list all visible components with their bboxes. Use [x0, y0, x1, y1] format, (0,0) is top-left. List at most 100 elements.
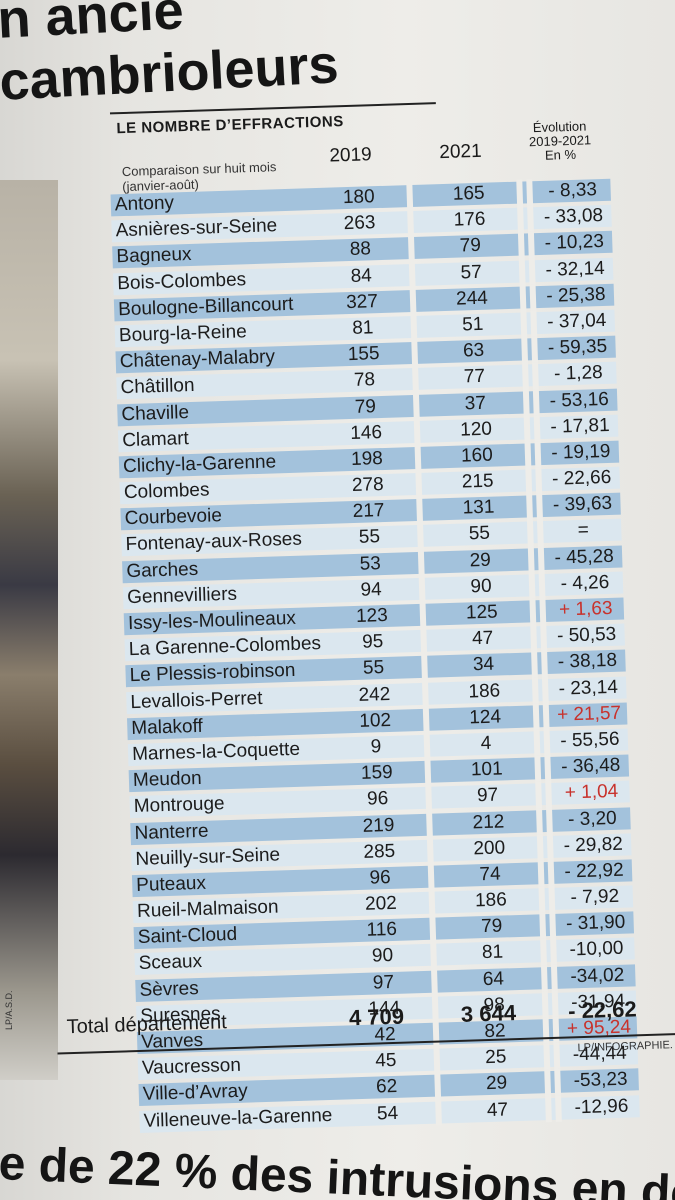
commune-name: Sèvres: [139, 977, 199, 1001]
value-2019: 263: [343, 212, 376, 235]
column-gap: [530, 310, 538, 337]
evolution-value: - 29,82: [563, 833, 624, 857]
commune-name: Clichy-la-Garenne: [122, 451, 277, 478]
value-2019: 327: [345, 290, 379, 313]
value-2019: 96: [369, 866, 392, 889]
commune-name: Bois-Colombes: [117, 268, 247, 294]
column-gap: [527, 205, 534, 232]
column-gap: [540, 624, 548, 651]
column-gap: [534, 755, 542, 782]
column-gap: [544, 1069, 552, 1096]
value-2021: 212: [472, 810, 505, 833]
column-gap: [516, 179, 524, 206]
column-gap: [528, 572, 536, 599]
column-gap: [522, 388, 530, 416]
total-evolution: - 22,62: [567, 996, 638, 1024]
value-2019: 97: [372, 971, 395, 994]
column-gap: [407, 235, 415, 262]
table-title: LE NOMBRE D’EFFRACTIONS: [116, 113, 344, 138]
column-gap: [526, 179, 534, 206]
evolution-value: - 50,53: [556, 623, 617, 647]
value-2019: 54: [376, 1102, 399, 1125]
value-2019: 90: [371, 945, 394, 968]
value-2021: 101: [470, 758, 503, 781]
value-2021: 90: [470, 575, 492, 598]
evolution-value: - 7,92: [570, 885, 620, 909]
value-2019: 96: [366, 788, 389, 810]
value-2019: 159: [360, 761, 394, 784]
column-gap: [427, 863, 435, 890]
evolution-value: - 25,38: [546, 283, 606, 307]
value-2019: 94: [360, 578, 382, 601]
value-2019: 95: [361, 631, 384, 653]
value-2019: 285: [363, 840, 396, 863]
commune-name: Antony: [114, 192, 175, 216]
column-gap: [554, 1069, 562, 1096]
value-2021: 51: [461, 313, 484, 336]
column-gap: [527, 545, 535, 573]
evolution-value: - 53,16: [549, 388, 610, 412]
value-2021: 200: [473, 837, 506, 860]
value-2021: 34: [472, 654, 495, 676]
value-2019: 84: [350, 264, 373, 287]
evolution-value: - 22,66: [551, 466, 612, 490]
evolution-header-line-3: En %: [544, 146, 577, 163]
column-gap: [421, 680, 429, 707]
column-gap: [409, 287, 417, 315]
column-gap: [528, 257, 536, 285]
commune-name: Marnes-la-Coquette: [131, 738, 301, 765]
commune-name: Puteaux: [135, 872, 207, 896]
value-2019: 219: [362, 814, 395, 837]
value-2021: 29: [469, 549, 492, 571]
column-gap: [536, 519, 544, 546]
value-2019: 242: [358, 683, 391, 706]
column-gap: [539, 597, 547, 625]
title-rule: [109, 102, 436, 115]
column-header-2019: 2019: [329, 144, 373, 167]
value-2021: 97: [476, 784, 499, 807]
commune-name: Montrouge: [133, 793, 225, 818]
column-gap: [407, 209, 414, 236]
column-gap: [553, 1042, 561, 1070]
column-gap: [413, 418, 421, 445]
evolution-value: - 31,90: [565, 911, 626, 935]
value-2019: 123: [355, 604, 389, 627]
value-2021: 79: [459, 235, 482, 257]
value-2021: 77: [463, 366, 486, 388]
commune-name: Châtillon: [120, 375, 195, 399]
column-gap: [540, 938, 547, 965]
column-gap: [433, 1046, 441, 1074]
column-gap: [435, 1099, 442, 1126]
value-2021: 64: [482, 968, 505, 990]
value-2021: 74: [479, 863, 501, 886]
column-gap: [406, 182, 414, 210]
column-gap: [527, 231, 535, 258]
evolution-value: -10,00: [569, 938, 624, 961]
value-2019: 79: [354, 395, 377, 418]
column-gap: [421, 654, 428, 681]
column-gap: [530, 624, 538, 651]
value-2019: 45: [374, 1050, 397, 1072]
commune-name: Vaucresson: [141, 1054, 242, 1080]
column-gap: [418, 575, 426, 602]
column-gap: [550, 964, 558, 991]
headline-line-1: n ancie: [0, 0, 185, 50]
value-2019: 81: [351, 317, 374, 339]
column-gap: [523, 415, 531, 442]
value-2021: 244: [455, 287, 489, 310]
evolution-value: - 1,28: [553, 362, 604, 385]
column-header-evolution: Évolution 2019-2021 En %: [514, 118, 605, 164]
column-gap: [517, 205, 524, 233]
evolution-value: -12,96: [574, 1095, 629, 1118]
evolution-value: - 36,48: [560, 754, 621, 778]
column-gap: [417, 549, 425, 576]
infographic-credit: LP/INFOGRAPHIE.: [577, 1039, 674, 1055]
value-2019: 217: [352, 500, 385, 523]
commune-name: Malakoff: [130, 715, 204, 739]
commune-name: Asnières-sur-Seine: [115, 215, 278, 242]
commune-name: Courbevoie: [124, 505, 223, 530]
column-gap: [540, 964, 548, 992]
column-gap: [519, 284, 527, 311]
value-2021: 120: [459, 418, 493, 441]
